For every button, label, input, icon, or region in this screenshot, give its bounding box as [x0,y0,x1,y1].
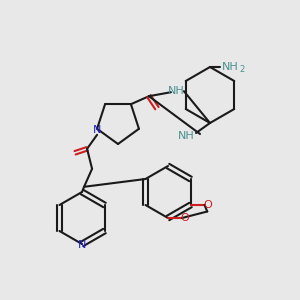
Text: 2: 2 [239,65,244,74]
Text: NH: NH [178,131,194,141]
Text: NH: NH [168,86,184,96]
Text: O: O [203,200,212,210]
Text: O: O [181,213,189,223]
Text: N: N [93,125,101,135]
Text: N: N [78,240,86,250]
Text: NH: NH [222,62,238,72]
